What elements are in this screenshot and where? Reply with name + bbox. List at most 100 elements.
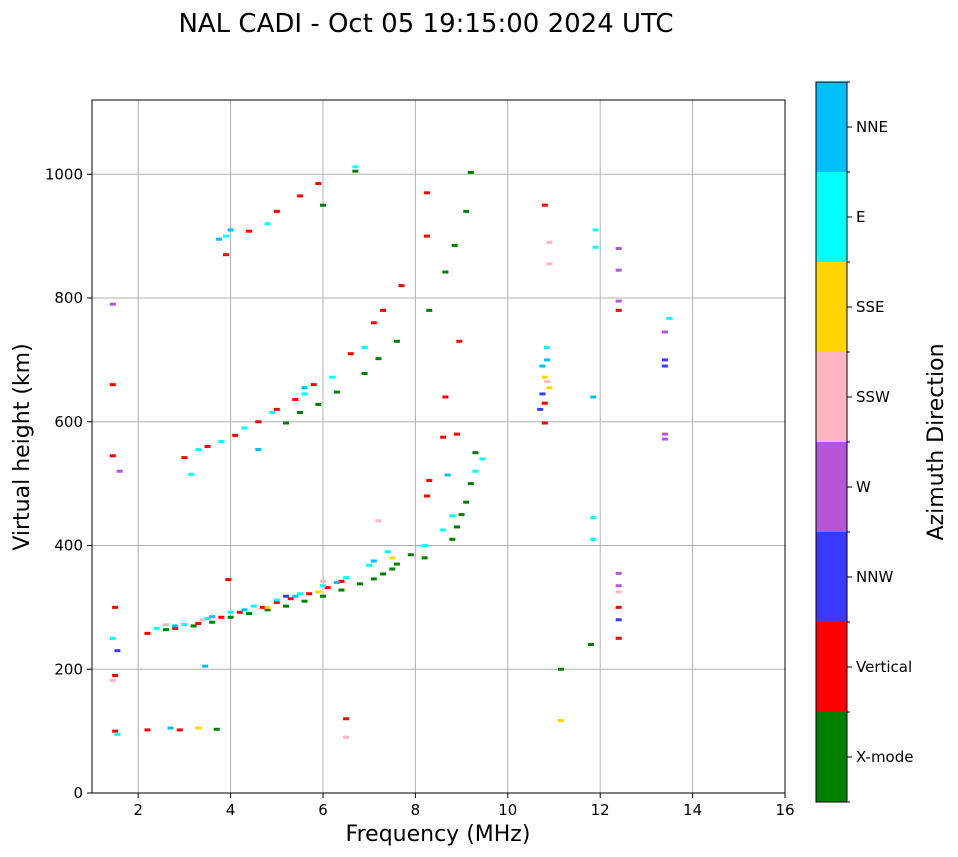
data-point: [370, 559, 377, 563]
data-point: [181, 623, 188, 627]
data-point: [421, 544, 428, 547]
data-point: [537, 407, 544, 411]
data-point: [264, 605, 271, 609]
data-point: [546, 240, 553, 244]
grid-lines: [92, 100, 786, 794]
data-point: [615, 571, 622, 575]
data-point: [370, 321, 377, 325]
data-point: [227, 615, 234, 619]
data-point: [116, 469, 123, 473]
data-point: [204, 617, 211, 621]
data-point: [296, 410, 303, 414]
plot-background: [92, 100, 785, 793]
chart-title: NAL CADI - Oct 05 19:15:00 2024 UTC: [178, 9, 673, 39]
data-point: [236, 610, 243, 614]
data-point: [273, 209, 280, 213]
data-point: [162, 623, 169, 627]
data-point: [333, 581, 340, 585]
data-point: [109, 636, 116, 640]
colorbar-tick-label: E: [856, 208, 865, 226]
colorbar-frame: [815, 81, 848, 803]
data-point: [324, 586, 331, 590]
data-point: [615, 299, 622, 303]
data-point: [310, 383, 317, 387]
x-tick-label: 6: [318, 801, 328, 819]
data-point: [292, 594, 299, 598]
y-tick-label: 600: [54, 413, 83, 431]
data-point: [352, 169, 359, 173]
data-point: [366, 563, 373, 567]
data-point: [440, 435, 447, 439]
data-point: [442, 270, 449, 274]
data-point: [292, 397, 299, 401]
data-point: [590, 537, 597, 541]
data-point: [557, 719, 564, 723]
plot-area: 2 4 6 8 10 12 14 16 0 200 400 600 800 1000: [45, 99, 795, 819]
data-point: [544, 358, 551, 362]
x-tick-label: 2: [133, 801, 143, 819]
data-point: [216, 237, 223, 241]
data-point: [167, 726, 174, 730]
data-point: [209, 620, 216, 624]
data-point: [426, 479, 433, 483]
data-point: [296, 194, 303, 198]
data-point: [273, 407, 280, 411]
y-axis: 0 200 400 600 800 1000: [45, 165, 92, 802]
data-point: [375, 519, 382, 523]
data-point: [456, 339, 463, 343]
data-point: [306, 592, 313, 596]
data-points: [109, 165, 673, 739]
data-point: [301, 392, 308, 396]
data-point: [467, 482, 474, 486]
data-point: [380, 308, 387, 312]
data-point: [320, 594, 326, 598]
data-point: [472, 451, 479, 455]
data-point: [666, 316, 673, 320]
data-point: [370, 577, 377, 581]
y-axis-label: Virtual height (km): [10, 343, 35, 550]
data-point: [209, 615, 216, 619]
data-point: [467, 170, 474, 174]
colorbar-tick-label: SSW: [856, 388, 890, 406]
data-point: [375, 357, 382, 361]
data-point: [153, 626, 160, 630]
x-tick-label: 8: [411, 801, 421, 819]
data-point: [615, 268, 622, 272]
data-point: [444, 473, 451, 477]
x-tick-label: 14: [683, 801, 702, 819]
data-point: [109, 383, 116, 387]
data-point: [283, 421, 290, 425]
data-point: [546, 262, 553, 266]
data-point: [423, 234, 430, 238]
data-point: [544, 380, 551, 384]
data-point: [109, 454, 116, 458]
data-point: [204, 445, 211, 448]
data-point: [541, 203, 548, 207]
data-point: [541, 421, 548, 425]
data-point: [246, 612, 253, 616]
data-point: [423, 191, 430, 195]
colorbar-segment: [816, 262, 847, 352]
colorbar-tick-label: W: [856, 478, 871, 496]
data-point: [202, 664, 209, 668]
data-point: [195, 621, 202, 625]
data-point: [661, 437, 668, 441]
y-tick-label: 800: [54, 289, 83, 307]
data-point: [546, 386, 553, 390]
data-point: [188, 472, 195, 476]
data-point: [222, 234, 229, 238]
data-point: [227, 228, 234, 232]
data-point: [389, 567, 396, 571]
data-point: [451, 243, 458, 247]
colorbar-segment: [816, 172, 847, 262]
data-point: [343, 735, 350, 739]
data-point: [615, 308, 622, 312]
data-point: [661, 364, 668, 368]
data-point: [218, 440, 225, 444]
data-point: [384, 550, 391, 554]
colorbar-tick-label: X-mode: [856, 748, 913, 766]
data-point: [172, 626, 179, 630]
data-point: [269, 410, 276, 414]
data-point: [361, 371, 368, 375]
data-point: [421, 556, 428, 560]
